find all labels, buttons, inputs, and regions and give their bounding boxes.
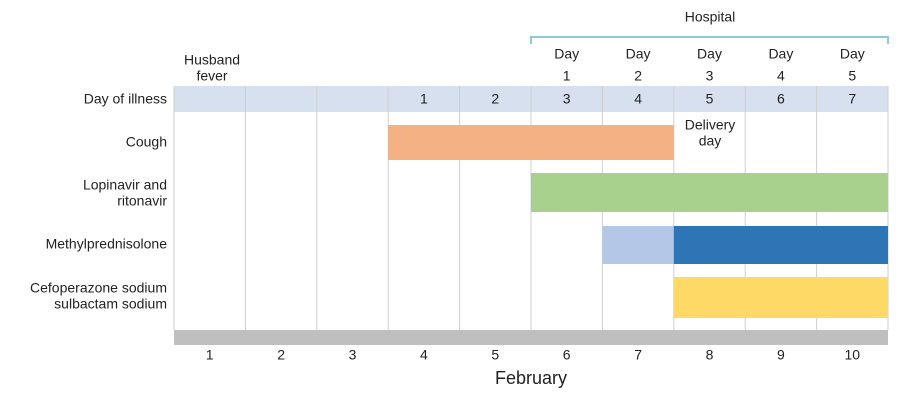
- hospital-day: Day: [626, 46, 651, 62]
- methylprednisolone-bar-light: [602, 226, 674, 264]
- date-band: [174, 330, 888, 345]
- illness-day: 4: [634, 91, 642, 107]
- cefoperazone-bar: [673, 277, 888, 318]
- row-label: ritonavir: [117, 193, 167, 209]
- date-label: 3: [349, 347, 357, 363]
- row-label: Lopinavir and: [83, 177, 167, 193]
- annotation: day: [699, 133, 722, 149]
- hospital-day: 5: [848, 68, 856, 84]
- hospital-day: 2: [634, 68, 642, 84]
- row-label: Cefoperazone sodium: [30, 280, 167, 296]
- illness-day: 6: [777, 91, 785, 107]
- illness-day: 5: [706, 91, 714, 107]
- illness-day: 3: [563, 91, 571, 107]
- hospital-day: 1: [563, 68, 571, 84]
- hospital-bracket: [530, 36, 889, 44]
- date-label: 8: [706, 347, 714, 363]
- row-label: sulbactam sodium: [54, 296, 167, 312]
- hospital-day: Day: [768, 46, 793, 62]
- hospital-day: 3: [706, 68, 714, 84]
- illness-day: 2: [491, 91, 499, 107]
- cough-bar: [388, 125, 674, 160]
- illness-day: 7: [848, 91, 856, 107]
- date-label: 7: [634, 347, 642, 363]
- date-label: 6: [563, 347, 571, 363]
- date-label: 9: [777, 347, 785, 363]
- row-label: Cough: [126, 134, 167, 150]
- lopinavir-bar: [531, 173, 888, 212]
- illness-day: 1: [420, 91, 428, 107]
- row-label: Day of illness: [84, 91, 167, 107]
- hospital-day: Day: [554, 46, 579, 62]
- husband-fever: fever: [196, 68, 227, 84]
- month-label: February: [495, 368, 567, 388]
- methylprednisolone-bar: [673, 226, 888, 264]
- husband-fever: Husband: [184, 52, 240, 68]
- date-label: 2: [277, 347, 285, 363]
- hospital-label: Hospital: [685, 9, 736, 25]
- date-label: 4: [420, 347, 428, 363]
- date-label: 1: [206, 347, 214, 363]
- date-label: 5: [491, 347, 499, 363]
- date-label: 10: [845, 347, 861, 363]
- hospital-day: 4: [777, 68, 785, 84]
- annotation: Delivery: [685, 117, 736, 133]
- hospital-day: Day: [840, 46, 865, 62]
- hospital-day: Day: [697, 46, 722, 62]
- row-label: Methylprednisolone: [46, 236, 168, 252]
